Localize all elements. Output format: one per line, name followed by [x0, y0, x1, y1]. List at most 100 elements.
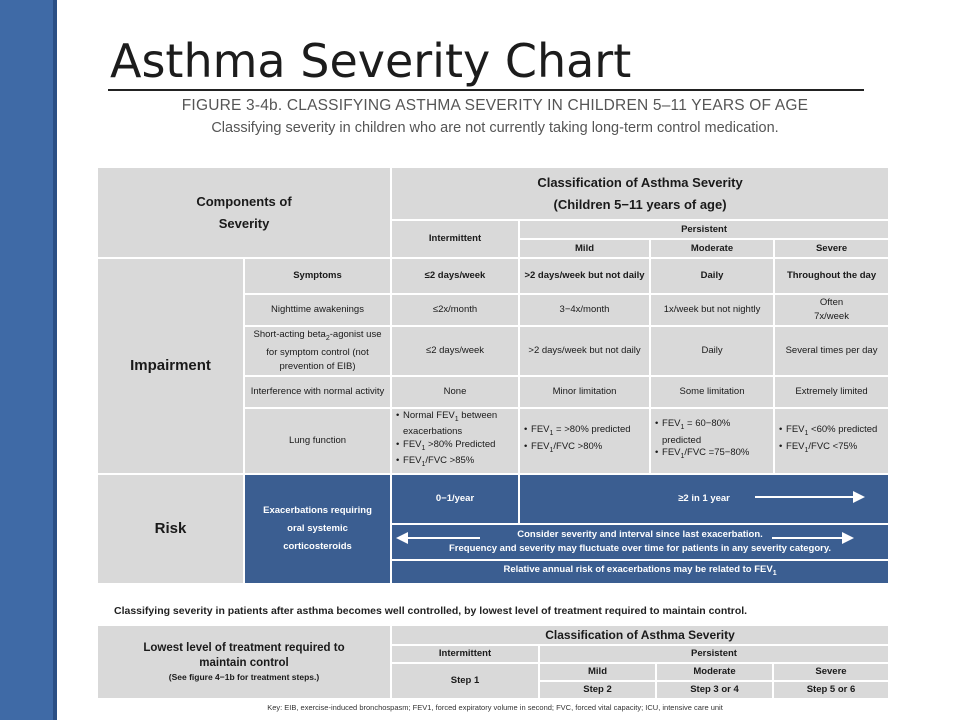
classification-header-line2: (Children 5−11 years of age) [553, 196, 727, 212]
mild-header: Mild [518, 238, 652, 259]
consider-arrow-right [772, 532, 854, 544]
risk-intermittent: 0−1/year [390, 472, 521, 525]
interference-label: Interference with normal activity [242, 375, 393, 409]
lung-mild-item: FEV1/FVC >80% [524, 441, 645, 457]
fev-text: FEV [786, 424, 805, 436]
fev-rest: = 60−80% predicted [662, 418, 731, 446]
fev-text: FEV [662, 418, 681, 430]
saba-moderate: Daily [649, 325, 776, 377]
step5-cell: Step 5 or 6 [772, 680, 890, 700]
relative-risk-text: Relative annual risk of exacerbations ma… [503, 563, 773, 575]
nighttime-severe-line1: Often [819, 297, 844, 308]
fev-sub: 1 [804, 430, 809, 438]
nighttime-severe: Often 7x/week [773, 293, 891, 327]
bottom-persistent-header: Persistent [538, 644, 890, 664]
nighttime-moderate: 1x/week but not nightly [649, 293, 776, 327]
fev-text: FEV [786, 440, 805, 452]
components-header-line1: Components of [196, 193, 292, 209]
consider-severity-note: Consider severity and interval since las… [390, 522, 891, 561]
fev-sub: 1 [421, 444, 426, 452]
lowest-level-note: (See figure 4−1b for treatment steps.) [168, 672, 320, 682]
lung-intermittent-item: FEV1 >80% Predicted [396, 439, 514, 455]
step3-cell: Step 3 or 4 [655, 680, 774, 700]
fev-rest: /FVC >80% [553, 440, 603, 452]
fev-rest: between exacerbations [403, 410, 498, 438]
components-header-line2: Severity [218, 215, 270, 231]
fev-sub: 1 [421, 461, 426, 469]
interference-moderate: Some limitation [649, 375, 776, 409]
step2-cell: Step 2 [538, 680, 657, 700]
symptoms-label: Symptoms [242, 257, 393, 295]
fev-sub: 1 [549, 446, 554, 454]
classification-header: Classification of Asthma Severity (Child… [390, 166, 891, 221]
lowest-level-header: Lowest level of treatment required to ma… [96, 624, 392, 700]
arrowhead-right [842, 532, 854, 544]
saba-label-sub: 2 [325, 334, 330, 342]
components-header: Components of Severity [95, 166, 393, 259]
title-underline [108, 89, 864, 91]
figure-caption: FIGURE 3-4b. CLASSIFYING ASTHMA SEVERITY… [181, 97, 809, 114]
lowest-level-line2: maintain control [199, 657, 289, 669]
lung-function-label: Lung function [242, 407, 393, 475]
bottom-severe-header: Severe [772, 662, 890, 682]
consider-line1: Consider severity and interval since las… [517, 528, 763, 540]
relative-risk-sub: 1 [772, 569, 777, 577]
bottom-classification-header: Classification of Asthma Severity [390, 624, 890, 646]
severity-table: Components of Severity Classification of… [95, 166, 891, 585]
fev-rest: >80% Predicted [425, 438, 496, 450]
interference-mild: Minor limitation [518, 375, 652, 409]
left-band-stripe [53, 0, 57, 720]
saba-intermittent: ≤2 days/week [390, 325, 521, 377]
fev-rest: /FVC <75% [808, 440, 858, 452]
fev-sub: 1 [680, 452, 685, 460]
symptoms-severe: Throughout the day [773, 257, 891, 295]
risk-arrow-right [755, 491, 865, 503]
lung-mild: FEV1 = >80% predicted FEV1/FVC >80% [518, 407, 652, 475]
relative-risk-note: Relative annual risk of exacerbations ma… [390, 558, 891, 585]
nighttime-label: Nighttime awakenings [242, 293, 393, 327]
fev-text: FEV [403, 438, 422, 450]
nighttime-severe-line2: 7x/week [814, 311, 849, 322]
fev-sub: 1 [454, 415, 459, 423]
symptoms-mild: >2 days/week but not daily [518, 257, 652, 295]
fev-sub: 1 [680, 424, 685, 432]
saba-severe: Several times per day [773, 325, 891, 377]
arrowhead-left [396, 532, 408, 544]
saba-label-post: -agonist use for symptom control (not pr… [266, 329, 382, 372]
bottom-mild-header: Mild [538, 662, 657, 682]
moderate-header: Moderate [649, 238, 776, 259]
lung-mild-item: FEV1 = >80% predicted [524, 424, 645, 440]
exacerbations-label: Exacerbations requiring oral systemic co… [242, 472, 393, 585]
fev-text: FEV [662, 447, 681, 459]
step1-cell: Step 1 [390, 662, 540, 700]
lung-severe-item: FEV1/FVC <75% [779, 441, 884, 457]
symptoms-moderate: Daily [649, 257, 776, 295]
lung-moderate: FEV1 = 60−80% predicted FEV1/FVC =75−80% [649, 407, 776, 475]
lung-moderate-item: FEV1/FVC =75−80% [655, 447, 769, 463]
persistent-header: Persistent [518, 219, 891, 240]
fev-text: FEV [531, 424, 550, 436]
lung-moderate-item: FEV1 = 60−80% predicted [655, 418, 769, 447]
left-decorative-band [0, 0, 57, 720]
fev-rest: = >80% predicted [553, 424, 631, 436]
interference-intermittent: None [390, 375, 521, 409]
page-title: Asthma Severity Chart [110, 34, 632, 88]
fev-text: Normal FEV [403, 410, 455, 421]
classification-header-line1: Classification of Asthma Severity [537, 174, 743, 190]
saba-label-pre: Short-acting beta [253, 329, 326, 341]
fev-rest: <60% predicted [808, 424, 878, 436]
fev-text: FEV [531, 440, 550, 452]
fev-sub: 1 [549, 430, 554, 438]
risk-persistent: ≥2 in 1 year [518, 472, 891, 525]
abbreviation-key: Key: EIB, exercise-induced bronchospasm;… [267, 703, 723, 712]
lung-intermittent-item: FEV1/FVC >85% [396, 455, 514, 471]
nighttime-intermittent: ≤2x/month [390, 293, 521, 327]
severe-header: Severe [773, 238, 891, 259]
risk-label: Risk [96, 472, 245, 585]
well-controlled-note: Classifying severity in patients after a… [114, 605, 748, 617]
intermittent-header: Intermittent [390, 219, 521, 259]
saba-label: Short-acting beta2-agonist use for sympt… [242, 325, 393, 377]
lung-severe-item: FEV1 <60% predicted [779, 424, 884, 440]
fev-sub: 1 [804, 446, 809, 454]
impairment-label: Impairment [96, 257, 245, 475]
